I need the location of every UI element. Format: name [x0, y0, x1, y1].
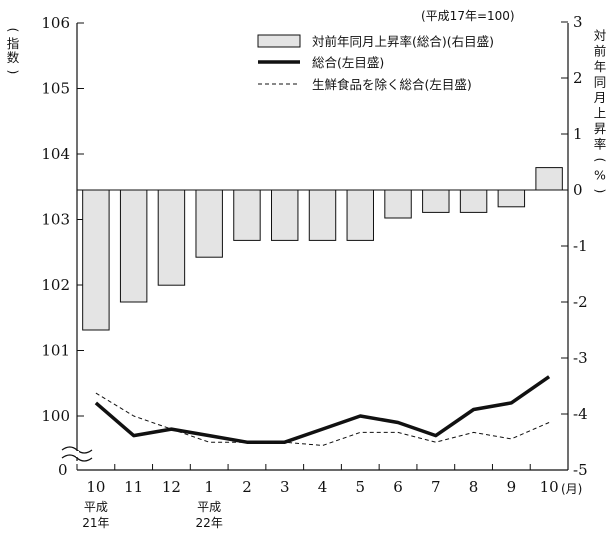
- right-axis-label-char: ): [593, 189, 608, 194]
- legend-label-bar: 対前年同月上昇率(総合)(右目盛): [312, 34, 494, 49]
- x-unit-label: (月): [561, 482, 582, 496]
- bar-mark: [157, 189, 186, 286]
- right-tick-label: -5: [573, 461, 588, 479]
- x-tick-label: 3: [280, 478, 290, 496]
- left-axis-label-char: ): [6, 70, 21, 75]
- bar-mark: [497, 189, 526, 208]
- x-tick-label: 10: [86, 478, 105, 496]
- right-axis-label-char: 前: [594, 44, 607, 59]
- x-tick-label: 2: [242, 478, 252, 496]
- left-axis-label-char: 数: [7, 50, 20, 65]
- era-label-line2: 22年: [196, 516, 223, 530]
- left-axis-label-char: (: [6, 28, 21, 33]
- right-axis-label-char: 率: [594, 137, 607, 152]
- x-tick-label: 5: [355, 478, 365, 496]
- x-tick-label: 10: [540, 478, 559, 496]
- left-tick-label: 102: [41, 276, 70, 294]
- left-tick-label: 106: [41, 14, 70, 32]
- left-tick-label: 103: [41, 211, 70, 229]
- right-axis-label-char: 対: [594, 28, 607, 43]
- right-axis-label-char: %: [594, 168, 606, 183]
- right-tick-label: -1: [573, 237, 588, 255]
- x-axis-ticks: 10 11 12 1 2 3 4 5 6 7 8 9 10: [76, 464, 569, 496]
- bar-mark: [233, 189, 261, 241]
- right-axis-ticks: 3 2 1 0 -1 -2 -3 -4 -5: [561, 13, 588, 479]
- right-tick-label: 3: [573, 13, 583, 31]
- bar-mark: [346, 189, 374, 241]
- bar-mark: [271, 189, 299, 241]
- left-tick-label: 104: [41, 145, 70, 163]
- right-axis-label-char: (: [593, 158, 608, 163]
- x-tick-label: 11: [124, 478, 143, 496]
- x-tick-label: 6: [393, 478, 403, 496]
- right-tick-label: 0: [573, 181, 583, 199]
- right-tick-label: -3: [573, 349, 588, 367]
- right-tick-label: 2: [573, 69, 583, 87]
- bar-series: [82, 167, 563, 331]
- x-tick-label: 1: [204, 478, 214, 496]
- chart-note: (平成17年=100): [421, 9, 515, 23]
- right-axis-label-char: 月: [594, 90, 607, 105]
- legend: 対前年同月上昇率(総合)(右目盛) 総合(左目盛) 生鮮食品を除く総合(左目盛): [257, 34, 494, 92]
- x-tick-label: 7: [431, 478, 441, 496]
- legend-swatch-bar: [257, 34, 301, 48]
- right-axis-label: 対前年同月上昇率 (%): [593, 28, 608, 193]
- bar-mark: [195, 189, 223, 258]
- right-axis-label-char: 上: [594, 106, 607, 121]
- right-tick-label: -4: [573, 405, 588, 423]
- left-tick-label: 100: [41, 407, 70, 425]
- left-tick-label: 101: [41, 342, 70, 360]
- left-axis-label: ( 指数): [6, 28, 21, 75]
- era-label-line1: 平成: [197, 500, 221, 514]
- line-series: [94, 375, 551, 446]
- era-label-line2: 21年: [82, 516, 109, 530]
- right-axis-label-char: 同: [594, 75, 607, 90]
- x-tick-label: 9: [507, 478, 517, 496]
- x-tick-label: 12: [162, 478, 181, 496]
- legend-label-total: 総合(左目盛): [312, 55, 384, 70]
- axis-break-mark: [61, 446, 93, 462]
- line-core: [95, 392, 550, 446]
- right-axis-label-char: 昇: [594, 121, 607, 136]
- bar-mark: [119, 189, 148, 303]
- right-tick-label: 1: [573, 125, 583, 143]
- left-origin-label: 0: [58, 461, 68, 479]
- era-label-line1: 平成: [84, 500, 108, 514]
- right-tick-label: -2: [573, 293, 588, 311]
- bar-mark: [308, 189, 337, 241]
- legend-label-core: 生鮮食品を除く総合(左目盛): [312, 77, 472, 92]
- x-tick-label: 8: [469, 478, 479, 496]
- right-axis-label-char: 年: [594, 59, 607, 74]
- bar-mark: [459, 189, 488, 213]
- left-axis-label-char: 指: [7, 36, 20, 51]
- left-axis-ticks: 106 105 104 103 102 101 100: [41, 14, 84, 425]
- bar-mark: [535, 167, 563, 191]
- line-total: [94, 375, 551, 444]
- x-tick-label: 4: [318, 478, 328, 496]
- era-labels: 平成 21年 平成 22年: [82, 500, 223, 530]
- bar-mark: [82, 189, 110, 331]
- bar-mark: [422, 189, 450, 213]
- bar-mark: [384, 189, 412, 219]
- left-tick-label: 105: [41, 80, 70, 98]
